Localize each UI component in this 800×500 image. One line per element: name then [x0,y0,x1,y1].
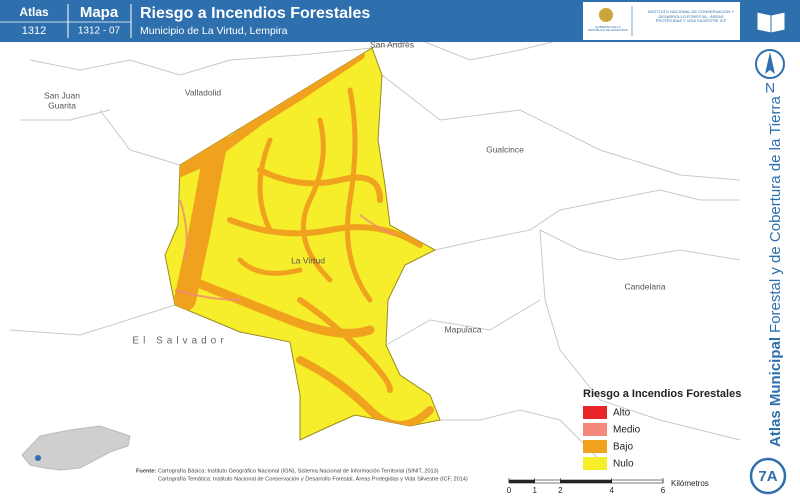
legend-swatch [583,423,607,436]
inset-map [21,425,131,471]
map-code: 1312 - 07 [78,26,121,37]
sidebar: N Atlas Municipal Forestal y de Cobertura… [745,0,800,495]
legend-label: Nulo [613,459,634,470]
scale-tick-label: 1 [532,486,537,495]
scale-tick-label: 0 [507,486,512,495]
scale-tick-label: 2 [558,486,563,495]
source-label: Fuente: [136,468,156,474]
sheet-number: 7A [758,468,777,485]
place-label: Candelaria [624,281,665,291]
scale-segment [508,479,535,484]
legend-label: Bajo [613,442,633,453]
logo-right-text: INSTITUTO NACIONAL DE CONSERVACIÓN Y DES… [647,10,734,24]
place-label: La Virtud [291,255,325,265]
place-label: San Juan [44,90,80,100]
scale-segment [611,479,664,484]
sidebar-title: Atlas Municipal Forestal y de Cobertura d… [767,96,784,447]
source-line: Cartografía Temática: Instituto Nacional… [158,475,468,482]
municipality [164,47,441,441]
place-label: San Andrés [370,39,414,49]
atlas-code: 1312 [22,25,46,37]
map-title: Riesgo a Incendios Forestales [140,5,370,22]
scale-unit: Kilómetros [671,479,709,488]
scale-segment [534,479,561,484]
source-line: Cartografía Básica: Instituto Geográfico… [158,468,439,474]
scale-segment [560,479,612,484]
scale-tick-label: 4 [609,486,614,495]
atlas-label: Atlas [19,5,49,19]
source: Fuente: Cartografía Básica: Instituto Ge… [136,468,468,482]
legend-swatch [583,457,607,470]
place-label: Gualcince [486,144,524,154]
place-label: Mapulaca [445,324,482,334]
legend-label: Alto [613,408,631,419]
place-labels: San Andrés San Juan Guarita Valladolid G… [44,39,666,346]
sidebar-title-rest: Forestal y de Cobertura de la Tierra [767,96,784,333]
boundaries [9,39,741,461]
sidebar-title-bold: Atlas Municipal [767,337,784,447]
place-label: Guarita [48,100,76,110]
map-label: Mapa [80,4,119,21]
legend-swatch [583,440,607,453]
map-subtitle: Municipio de La Virtud, Lempira [140,25,288,37]
place-label: Valladolid [185,87,222,97]
scale-tick-label: 6 [661,486,666,495]
logo-left-text: GOBIERNO DE LA REPÚBLICA DE HONDURAS [588,26,628,33]
legend: Riesgo a Incendios Forestales Alto Medio B… [583,388,741,470]
legend-label: Medio [613,425,641,436]
north-label: N [765,80,775,96]
scale-bar: 0 1 2 4 6 Kilómetros [507,478,709,495]
country-label: El Salvador [132,336,227,347]
header: Atlas 1312 Mapa 1312 - 07 Riesgo a Incen… [0,0,745,42]
legend-title: Riesgo a Incendios Forestales [583,388,741,400]
legend-swatch [583,406,607,419]
